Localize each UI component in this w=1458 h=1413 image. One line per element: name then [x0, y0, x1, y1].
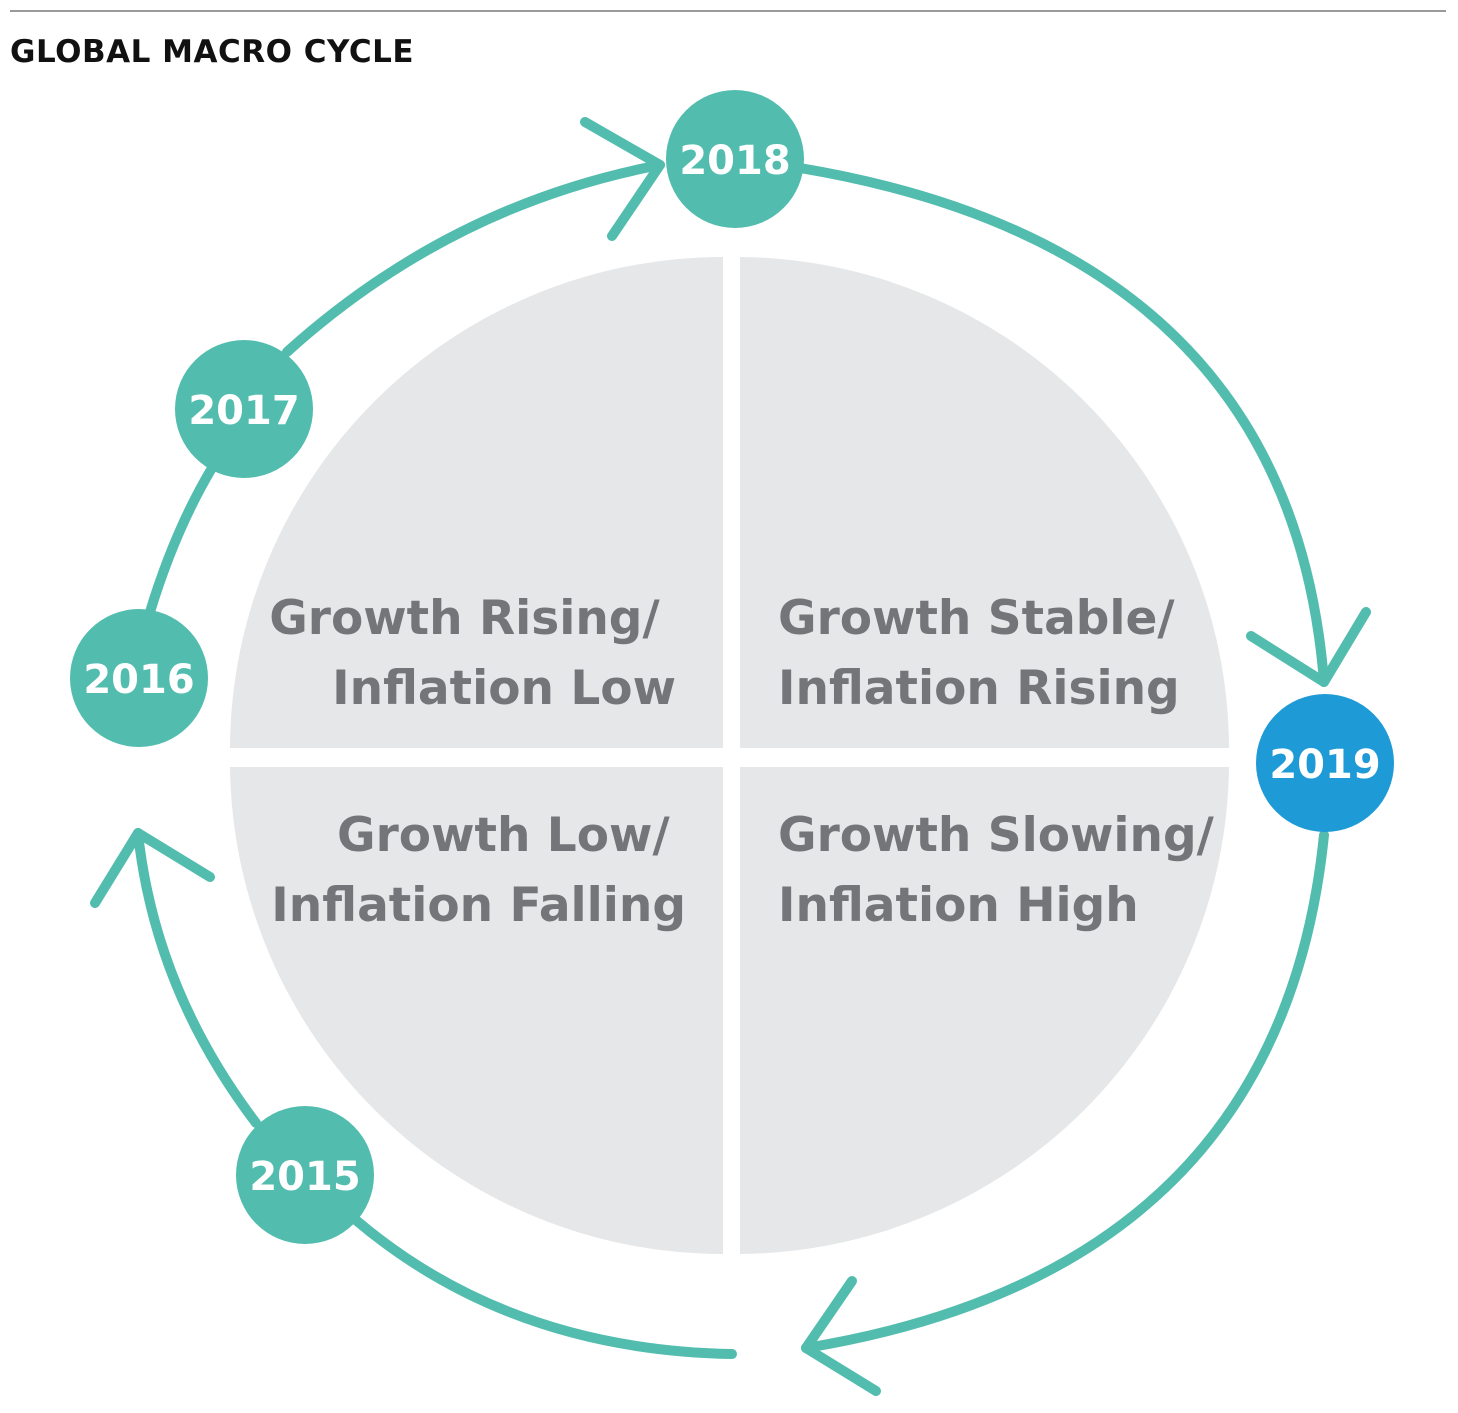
arrowhead-2019 [1246, 607, 1371, 687]
cycle-arcs [90, 117, 1371, 1396]
arc-2019-to-2015 [801, 830, 1329, 1353]
year-node-2018: 2018 [666, 90, 804, 228]
year-label-2017: 2017 [188, 388, 299, 434]
quadrant-bottom-right-label: Growth Slowing/ Inflation High [778, 808, 1230, 933]
arrowhead-2016 [90, 828, 215, 908]
arc-2017-to-2018 [282, 160, 665, 357]
quadrant-top-right-label: Growth Stable/ Inflation Rising [778, 591, 1191, 716]
quadrant-bottom-left-label: Growth Low/ Inflation Falling [271, 808, 686, 933]
year-label-2015: 2015 [249, 1154, 360, 1200]
arc-bottom-to-2015 [352, 1216, 737, 1359]
arc-2016-to-2017 [145, 463, 217, 617]
diagram-title: GLOBAL MACRO CYCLE [10, 34, 414, 70]
year-node-2015: 2015 [236, 1106, 374, 1244]
quadrant-top-left-label: Growth Rising/ Inflation Low [269, 591, 676, 716]
arrowhead-2015-return [801, 1276, 881, 1396]
quadrant-top-left [230, 257, 723, 748]
quadrant-top-right [740, 257, 1229, 748]
arrowhead-2018 [580, 117, 665, 241]
quadrants [230, 257, 1229, 1254]
quadrant-bottom-left [230, 767, 723, 1254]
arc-2018-to-2019 [795, 163, 1329, 687]
year-label-2016: 2016 [83, 657, 194, 703]
quadrant-bottom-right [740, 767, 1229, 1254]
arc-2015-to-2016 [133, 828, 261, 1128]
top-divider-rule [10, 10, 1446, 12]
year-node-2019-current: 2019 [1256, 694, 1394, 832]
year-node-2017: 2017 [175, 340, 313, 478]
year-node-2016: 2016 [70, 609, 208, 747]
year-label-2018: 2018 [679, 138, 790, 184]
year-label-2019: 2019 [1269, 742, 1380, 788]
